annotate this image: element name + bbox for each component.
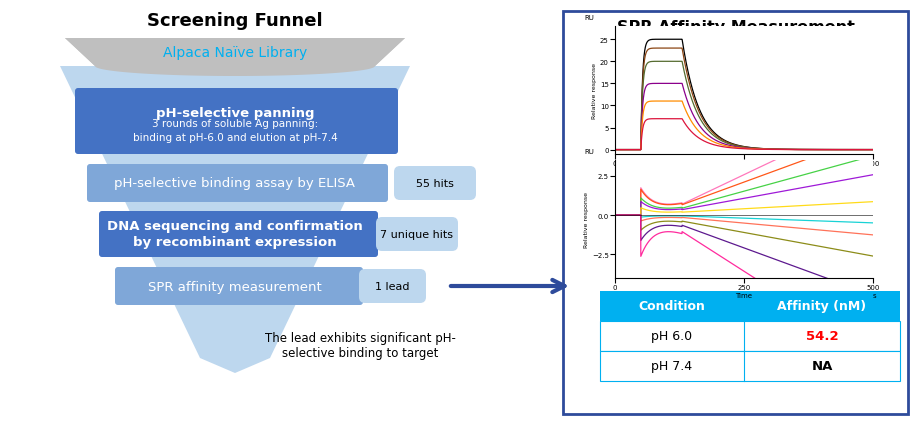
Text: RU: RU: [584, 149, 594, 155]
Y-axis label: Relative response: Relative response: [592, 63, 597, 119]
FancyBboxPatch shape: [600, 351, 900, 381]
FancyBboxPatch shape: [600, 291, 900, 321]
FancyBboxPatch shape: [75, 89, 398, 155]
Polygon shape: [60, 67, 410, 373]
Text: Alpaca Naïve Library: Alpaca Naïve Library: [163, 46, 307, 60]
Text: 1 lead: 1 lead: [375, 281, 410, 291]
FancyBboxPatch shape: [87, 164, 388, 202]
Text: pH 7.4: pH 7.4: [651, 360, 692, 373]
Text: s: s: [873, 293, 877, 299]
FancyBboxPatch shape: [394, 167, 476, 201]
FancyBboxPatch shape: [376, 218, 458, 251]
Polygon shape: [65, 39, 405, 67]
Y-axis label: Relative response: Relative response: [584, 192, 589, 248]
Text: pH-selective panning: pH-selective panning: [156, 107, 315, 120]
Text: The lead exhibits significant pH-
selective binding to target: The lead exhibits significant pH- select…: [265, 331, 456, 359]
Text: SPR affinity measurement: SPR affinity measurement: [149, 280, 322, 293]
Text: Affinity (nM): Affinity (nM): [778, 300, 867, 313]
Text: 7 unique hits: 7 unique hits: [381, 230, 454, 239]
Polygon shape: [65, 39, 405, 77]
FancyBboxPatch shape: [359, 269, 426, 303]
Text: 55 hits: 55 hits: [416, 178, 454, 189]
FancyBboxPatch shape: [600, 321, 900, 351]
Text: NA: NA: [812, 360, 833, 373]
Text: pH 6.0: pH 6.0: [651, 330, 692, 343]
Text: 3 rounds of soluble Ag panning:
binding at pH-6.0 and elution at pH-7.4: 3 rounds of soluble Ag panning: binding …: [133, 119, 337, 142]
FancyBboxPatch shape: [115, 268, 363, 305]
X-axis label: Time: Time: [735, 292, 753, 298]
Text: 54.2: 54.2: [806, 330, 838, 343]
Text: pH-selective binding assay by ELISA: pH-selective binding assay by ELISA: [115, 177, 356, 190]
Text: SPR Affinity Measurement: SPR Affinity Measurement: [616, 20, 855, 35]
Text: RU: RU: [584, 14, 594, 20]
FancyBboxPatch shape: [563, 12, 908, 414]
Text: Condition: Condition: [638, 300, 705, 313]
FancyBboxPatch shape: [99, 211, 378, 257]
Text: Screening Funnel: Screening Funnel: [148, 12, 323, 30]
Text: DNA sequencing and confirmation
by recombinant expression: DNA sequencing and confirmation by recom…: [107, 220, 363, 249]
